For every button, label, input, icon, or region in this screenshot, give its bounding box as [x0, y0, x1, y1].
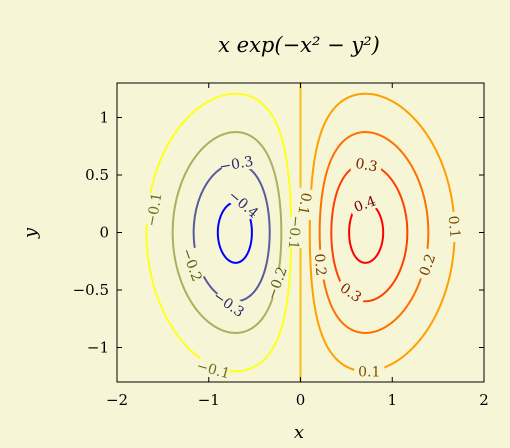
contour-label-bg: [196, 356, 231, 381]
contour-label: −0.1: [195, 358, 232, 382]
contour-label: 0.1: [358, 365, 380, 381]
contour-label: −0.3: [218, 154, 254, 176]
x-axis-label: x: [294, 422, 304, 443]
contour-label-bg: [179, 247, 206, 282]
contour-label: −0.1: [144, 192, 166, 228]
contour-line: [308, 92, 456, 373]
y-tick-label: 0: [99, 224, 109, 242]
contour-label: 0.2: [311, 253, 329, 277]
y-axis-label: y: [20, 227, 41, 239]
contour-label-bg: [263, 265, 290, 300]
contour-label: 0.2: [417, 252, 440, 278]
chart-title: x exp(−x² − y²): [218, 33, 380, 57]
contour-label: 0.3: [354, 156, 379, 176]
contour-label-bg: [347, 190, 382, 217]
contour-label: 0.1: [445, 215, 463, 239]
contour-label-bg: [413, 247, 440, 282]
contour-label-bg: [334, 276, 369, 308]
x-tick-label: 2: [479, 391, 489, 409]
contour-label-bg: [350, 153, 383, 176]
contour-label-bg: [294, 187, 317, 221]
contour-labels: −0.3−0.4−0.1−0.2−0.3−0.2−0.10.30.40.10.2…: [142, 152, 465, 382]
y-tick-label: 1: [99, 109, 109, 127]
contour-label: 0.1: [294, 191, 314, 216]
contour-label-bg: [445, 211, 465, 243]
contour-label-bg: [142, 193, 165, 226]
contour-label: −0.1: [285, 215, 304, 250]
x-tick-label: −2: [106, 391, 128, 409]
contour-line: [171, 131, 283, 334]
x-tick-label: −1: [198, 391, 220, 409]
contour-label-bg: [311, 248, 331, 281]
x-tick-label: 0: [296, 391, 306, 409]
contour-label: −0.2: [178, 246, 205, 283]
x-axis-ticks: −2 −1 0 1 2: [106, 83, 489, 409]
y-tick-label: 0.5: [85, 166, 109, 184]
y-axis-ticks: −1 −0.5 0 0.5 1: [73, 109, 484, 357]
y-tick-label: −0.5: [73, 281, 109, 299]
contour-label-bg: [354, 362, 385, 380]
contour-label-bg: [219, 152, 253, 174]
contour-label-bg: [212, 287, 247, 319]
contour-label-bg: [285, 216, 306, 249]
contour-line: [192, 162, 271, 303]
contour-label: 0.4: [352, 193, 378, 216]
x-tick-label: 1: [387, 391, 397, 409]
y-tick-label: −1: [87, 339, 109, 357]
contour-label-bg: [226, 187, 261, 220]
